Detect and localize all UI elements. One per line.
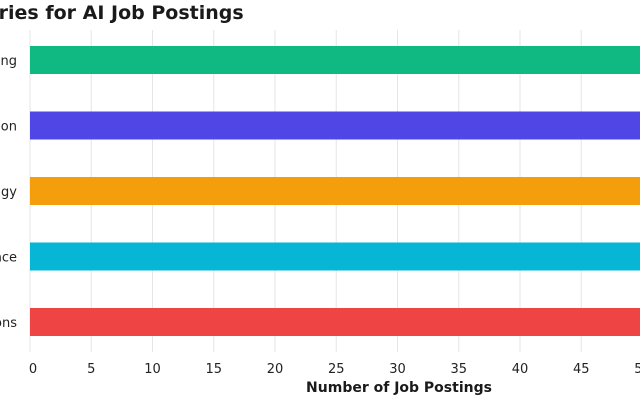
category-label: ons <box>0 316 17 331</box>
x-axis-label: Number of Job Postings <box>306 380 492 396</box>
x-tick-label: 20 <box>267 362 284 377</box>
chart-title: Top 5 Industries for AI Job Postings <box>0 2 244 24</box>
x-tick-label: 30 <box>389 362 406 377</box>
category-label: on <box>1 120 17 135</box>
x-tick-labels: 0 5 10 15 20 25 30 35 40 45 50 <box>29 362 640 377</box>
x-tick-label: 50 <box>634 362 640 377</box>
bar <box>30 111 640 140</box>
x-tick-label: 25 <box>328 362 345 377</box>
x-tick-label: 45 <box>573 362 590 377</box>
bars <box>30 46 640 336</box>
x-tick-label: 15 <box>205 362 222 377</box>
x-tick-label: 35 <box>450 362 467 377</box>
bar <box>30 308 640 336</box>
category-label: nce <box>0 251 17 266</box>
x-tick-label: 10 <box>144 362 161 377</box>
category-label: gy <box>1 185 17 200</box>
category-labels: ing on gy nce ons <box>0 54 17 331</box>
bar <box>30 177 640 205</box>
x-tick-label: 0 <box>29 362 37 377</box>
bar <box>30 46 640 74</box>
category-label: ing <box>0 54 17 69</box>
bar <box>30 242 640 271</box>
x-tick-label: 5 <box>87 362 95 377</box>
x-tick-label: 40 <box>512 362 529 377</box>
